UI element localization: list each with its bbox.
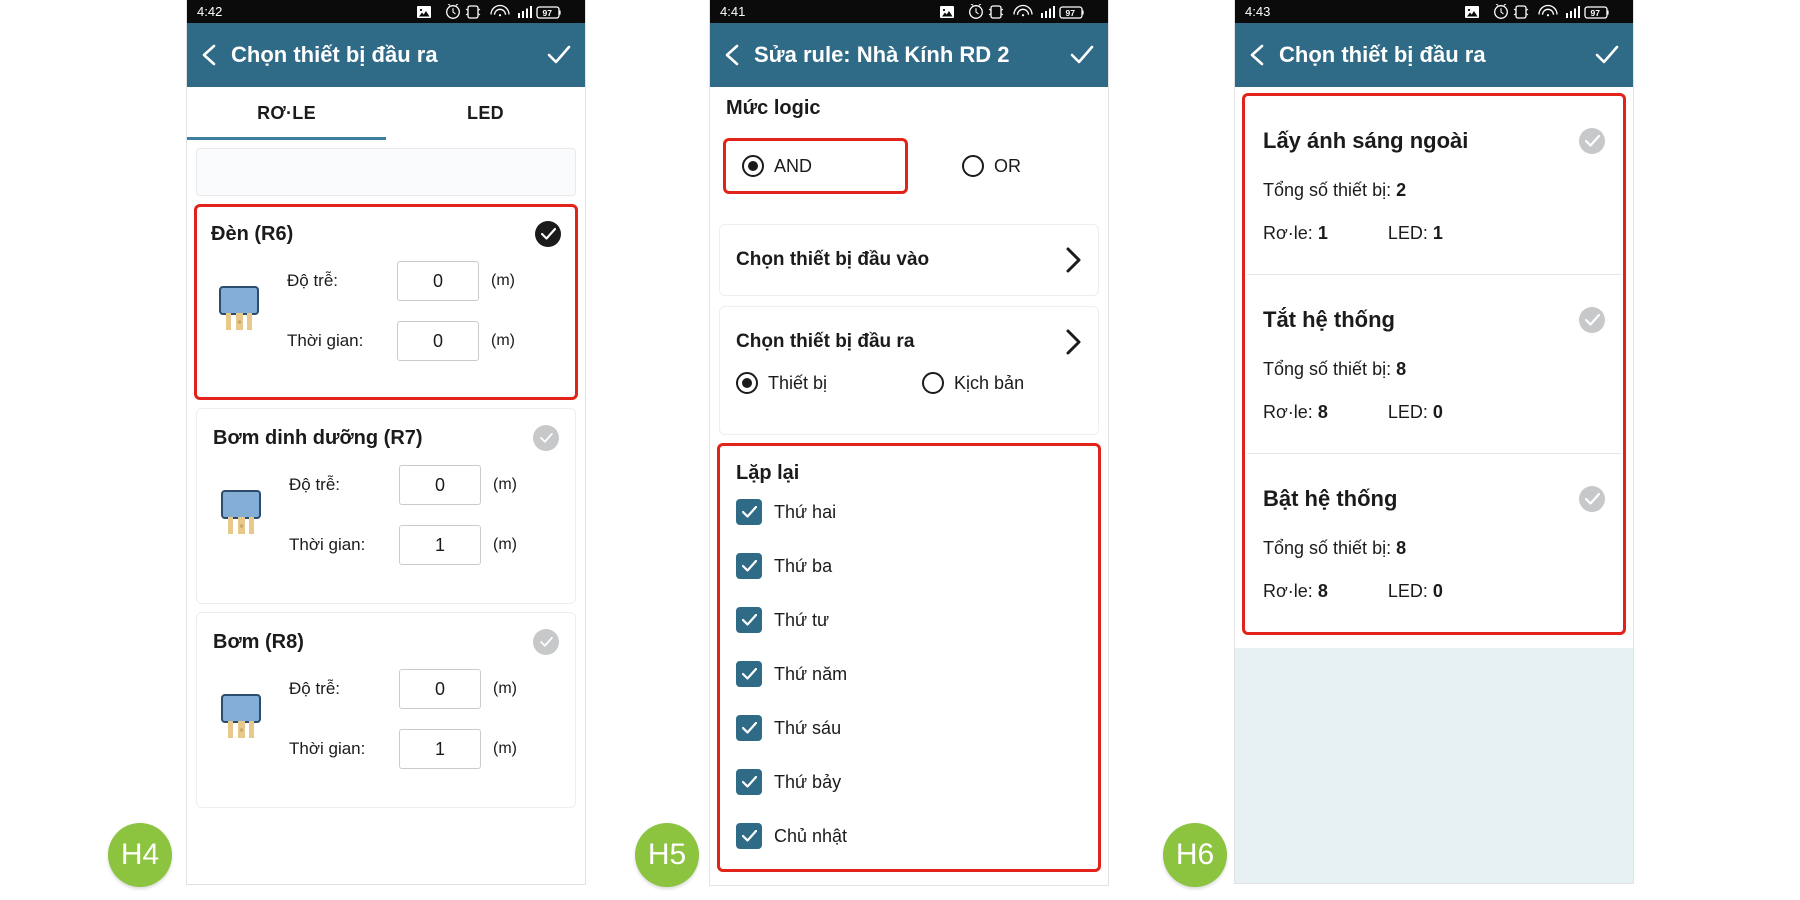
svg-text:97: 97 [1591,7,1601,17]
svg-text:97: 97 [543,7,553,17]
svg-text:97: 97 [1066,7,1076,17]
